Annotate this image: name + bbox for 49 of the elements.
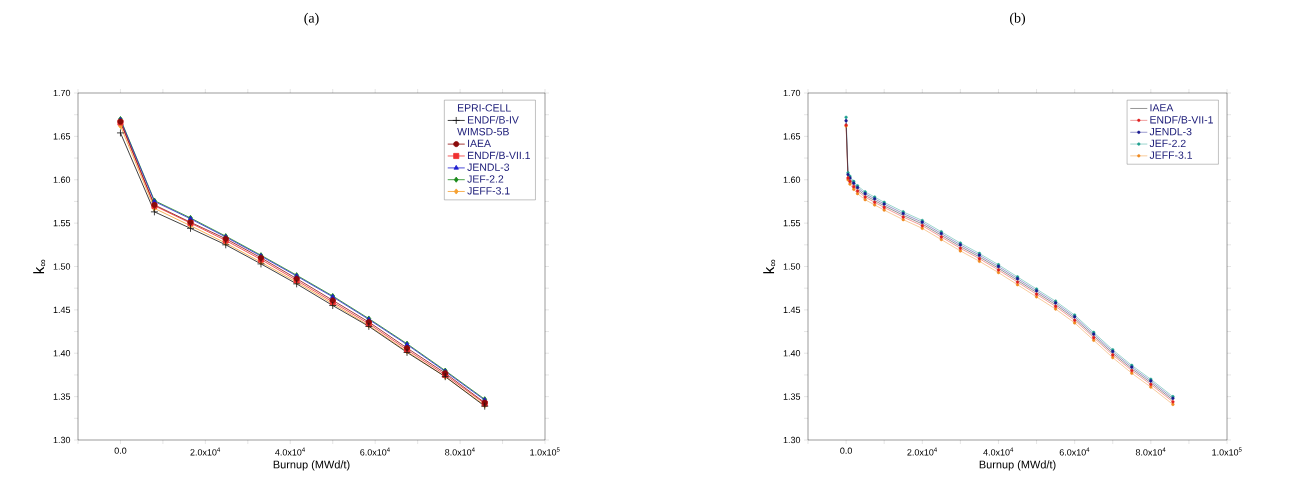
chart-title: (a) (304, 12, 319, 26)
legend-label: JEF-2.2 (467, 175, 504, 183)
y-axis-title: k$_{∞}$ (763, 259, 776, 274)
y-tick-label: 1.55 (53, 219, 71, 227)
legend-label: JEFF-3.1 (1149, 151, 1193, 159)
legend-label: IAEA (468, 139, 491, 147)
legend-label: JENDL-3 (1149, 127, 1192, 136)
y-tick-label: 1.35 (53, 393, 71, 400)
y-tick-label: 1.70 (53, 89, 71, 97)
legend-label: IAEA (1150, 104, 1174, 112)
x-tick-label: 2.0x10$^{4}$ (190, 447, 221, 456)
x-tick-label: 1.0x10$^{5}$ (530, 447, 560, 456)
x-axis-title: Burnup (MWd/t) (273, 460, 350, 471)
y-tick-label: 1.45 (53, 306, 71, 314)
y-tick-label: 1.65 (53, 133, 71, 140)
annotation: EPRI-CELL (457, 104, 511, 112)
y-tick-label: 1.45 (783, 306, 801, 314)
x-tick-label: 2.0x10$^{4}$ (907, 447, 937, 456)
x-tick-label: 4.0x10$^{4}$ (275, 447, 305, 456)
y-tick-label: 1.65 (783, 133, 801, 140)
y-axis-title: k$_{∞}$ (33, 259, 46, 274)
y-tick-label: 1.55 (783, 219, 801, 227)
legend-label: ENDF/B-VII.1 (467, 151, 530, 160)
legend-label: JEFF-3.1 (467, 187, 510, 195)
x-tick-label: 0.0 (840, 447, 852, 454)
x-axis-title: Burnup (MWd/t) (979, 460, 1056, 471)
x-tick-label: 6.0x10$^{4}$ (1059, 447, 1090, 456)
y-tick-label: 1.70 (783, 89, 801, 97)
y-tick-label: 1.60 (783, 176, 801, 183)
annotation: WIMSD-5B (457, 127, 509, 136)
y-tick-label: 1.40 (53, 350, 71, 357)
y-tick-label: 1.60 (53, 176, 71, 183)
x-tick-label: 8.0x10$^{4}$ (445, 447, 475, 456)
y-tick-label: 1.30 (783, 436, 801, 444)
y-tick-label: 1.50 (53, 263, 71, 270)
y-tick-label: 1.50 (783, 263, 801, 270)
x-tick-label: 8.0x10$^{4}$ (1135, 447, 1166, 456)
legend-label: JENDL-3 (467, 163, 510, 171)
legend-label: JEF-2.2 (1149, 139, 1186, 148)
x-tick-label: 0.0 (114, 447, 127, 454)
chart-title: (b) (1009, 12, 1026, 26)
y-tick-label: 1.30 (53, 436, 71, 444)
y-tick-label: 1.40 (783, 350, 801, 357)
x-tick-label: 6.0x10$^{4}$ (360, 447, 390, 456)
x-tick-label: 1.0x10$^{5}$ (1212, 447, 1242, 456)
legend-label: ENDF/B-VII-1 (1150, 115, 1213, 124)
legend-label: ENDF/B-IV (467, 115, 519, 124)
y-tick-label: 1.35 (783, 393, 801, 400)
x-tick-label: 4.0x10$^{4}$ (983, 447, 1014, 456)
